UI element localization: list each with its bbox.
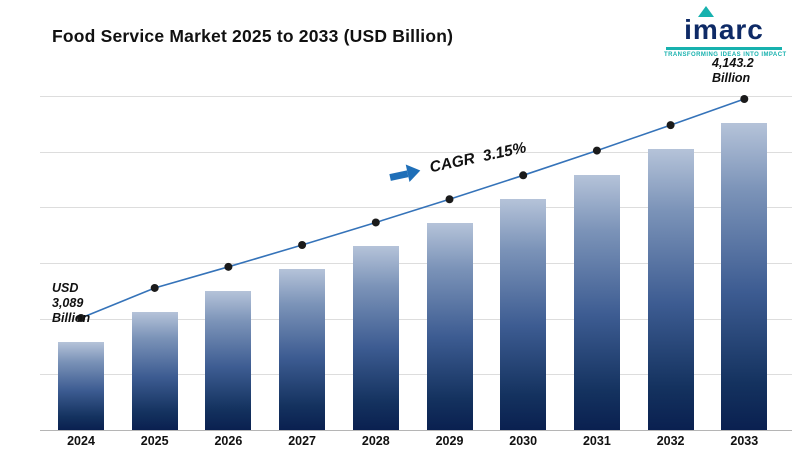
start-value-label: USD 3,089 Billion xyxy=(52,281,91,325)
trend-line xyxy=(80,98,745,319)
x-axis-label-2031: 2031 xyxy=(582,434,611,448)
bar-2030 xyxy=(500,199,547,430)
logo-divider xyxy=(666,46,782,50)
x-axis-label-2028: 2028 xyxy=(361,434,390,448)
x-axis-label-2027: 2027 xyxy=(288,434,316,448)
bar-2024 xyxy=(58,342,104,430)
x-axis-label-2032: 2032 xyxy=(656,434,685,448)
logo-tagline: TRANSFORMING IDEAS INTO IMPACT xyxy=(664,51,787,58)
bar-2028 xyxy=(352,246,399,430)
bar-2033 xyxy=(721,123,768,430)
data-point-2029 xyxy=(445,195,454,204)
bar-2029 xyxy=(426,223,473,430)
x-axis-label-2025: 2025 xyxy=(140,434,169,448)
bar-2027 xyxy=(279,269,326,430)
x-axis-label-2029: 2029 xyxy=(435,434,464,448)
logo-arrow-icon xyxy=(698,6,714,17)
x-axis-label-2024: 2024 xyxy=(67,434,95,448)
data-point-2025 xyxy=(150,283,159,292)
bar-2031 xyxy=(573,174,620,430)
gridline xyxy=(40,318,792,320)
logo-text: imarc xyxy=(684,14,764,45)
imarc-logo: imarc TRANSFORMING IDEAS INTO IMPACT xyxy=(664,6,787,58)
data-point-2032 xyxy=(666,121,675,130)
gridline xyxy=(40,374,792,376)
data-point-2026 xyxy=(224,262,233,271)
x-axis-label-2030: 2030 xyxy=(509,434,538,448)
chart-title: Food Service Market 2025 to 2033 (USD Bi… xyxy=(52,26,454,46)
x-axis-label-2033: 2033 xyxy=(730,434,759,448)
arrow-head xyxy=(405,161,423,183)
data-point-2030 xyxy=(519,171,528,180)
bar-2025 xyxy=(131,311,178,430)
bar-2026 xyxy=(205,290,252,430)
x-axis-label-2026: 2026 xyxy=(214,434,243,448)
data-point-2027 xyxy=(298,241,307,249)
bar-2032 xyxy=(647,149,694,430)
x-axis-line xyxy=(40,430,792,431)
end-value-label: 4,143.2 Billion xyxy=(712,56,754,85)
data-point-2028 xyxy=(371,218,380,227)
data-point-2031 xyxy=(592,146,601,155)
arrow-shaft xyxy=(389,169,409,181)
gridline xyxy=(40,96,792,97)
